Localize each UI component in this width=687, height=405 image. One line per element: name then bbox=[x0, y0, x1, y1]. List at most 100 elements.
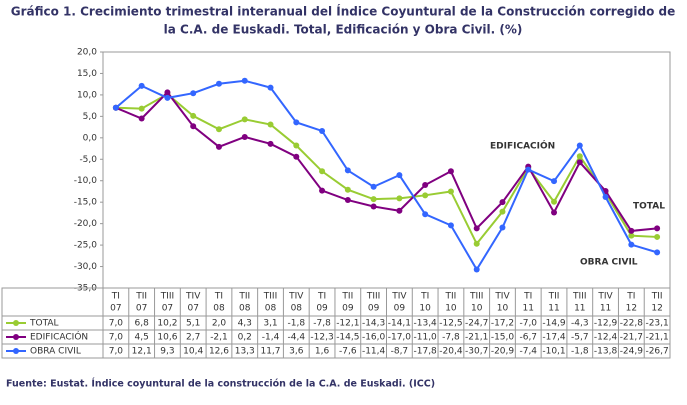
legend-label: EDIFICACIÓN bbox=[30, 331, 88, 343]
point bbox=[628, 232, 635, 239]
x-tick-label: TII bbox=[651, 292, 663, 302]
y-tick-label: -10,0 bbox=[74, 176, 98, 186]
point bbox=[576, 153, 583, 160]
table-value: -12,9 bbox=[594, 319, 618, 329]
table-value: -1,4 bbox=[262, 333, 280, 343]
table-value: -14,5 bbox=[336, 333, 359, 343]
point bbox=[190, 112, 197, 119]
x-tick-label: 09 bbox=[316, 304, 328, 314]
x-tick-label: TII bbox=[548, 292, 560, 302]
point bbox=[628, 241, 635, 248]
table-value: -17,0 bbox=[388, 333, 412, 343]
table-value: 2,0 bbox=[212, 319, 227, 329]
table-value: -20,4 bbox=[439, 347, 463, 357]
table-value: 3,1 bbox=[263, 319, 277, 329]
y-tick-label: 0,0 bbox=[83, 133, 98, 143]
x-tick-label: TIII bbox=[572, 292, 586, 302]
x-tick-label: TII bbox=[341, 292, 353, 302]
x-tick-label: 09 bbox=[394, 304, 406, 314]
legend-label: OBRA CIVIL bbox=[30, 347, 81, 357]
table-value: 12,1 bbox=[132, 347, 152, 357]
table-value: -12,5 bbox=[439, 319, 462, 329]
table-value: 10,6 bbox=[157, 333, 177, 343]
annotation: OBRA CIVIL bbox=[580, 258, 638, 268]
point bbox=[344, 197, 351, 204]
table-value: -14,1 bbox=[388, 319, 411, 329]
x-tick-label: TI bbox=[523, 292, 532, 302]
table-value: -7,6 bbox=[339, 347, 357, 357]
table-value: 7,0 bbox=[109, 319, 124, 329]
table-value: -21,1 bbox=[465, 333, 488, 343]
x-tick-label: 12 bbox=[626, 304, 637, 314]
table-value: -1,8 bbox=[288, 319, 306, 329]
point bbox=[551, 178, 558, 185]
x-tick-label: 07 bbox=[162, 304, 173, 314]
point bbox=[551, 209, 558, 216]
point bbox=[138, 82, 145, 89]
x-tick-label: TIV bbox=[185, 292, 201, 302]
table-value: -21,1 bbox=[645, 333, 668, 343]
x-tick-label: 09 bbox=[342, 304, 354, 314]
table-value: -7,8 bbox=[313, 319, 331, 329]
x-tick-label: 11 bbox=[574, 304, 585, 314]
point bbox=[576, 159, 583, 166]
point bbox=[319, 168, 326, 175]
point bbox=[215, 126, 222, 133]
table-value: -6,7 bbox=[519, 333, 537, 343]
point bbox=[499, 208, 506, 215]
table-value: 2,7 bbox=[186, 333, 200, 343]
point bbox=[190, 90, 197, 97]
point bbox=[447, 188, 454, 195]
point bbox=[138, 115, 145, 122]
table-value: -22,8 bbox=[620, 319, 644, 329]
table-value: -24,9 bbox=[620, 347, 644, 357]
point bbox=[267, 84, 274, 91]
y-tick-label: -15,0 bbox=[74, 198, 98, 208]
table-value: -5,7 bbox=[571, 333, 589, 343]
table-value: 13,3 bbox=[235, 347, 255, 357]
point bbox=[215, 143, 222, 150]
x-tick-label: TIV bbox=[288, 292, 304, 302]
x-tick-label: TI bbox=[420, 292, 429, 302]
y-tick-label: 15,0 bbox=[77, 69, 97, 79]
table-value: -11,0 bbox=[414, 333, 438, 343]
point bbox=[525, 166, 532, 173]
table-value: 6,8 bbox=[134, 319, 149, 329]
annotation: EDIFICACIÓN bbox=[490, 140, 555, 152]
plot-frame bbox=[102, 51, 671, 289]
table-value: -17,2 bbox=[491, 319, 514, 329]
table-value: -1,8 bbox=[571, 347, 589, 357]
point bbox=[551, 198, 558, 205]
legend-marker bbox=[13, 348, 19, 354]
table-value: 5,1 bbox=[186, 319, 200, 329]
table-value: -21,7 bbox=[620, 333, 643, 343]
x-tick-label: TI bbox=[214, 292, 223, 302]
y-tick-label: -20,0 bbox=[74, 219, 98, 229]
point bbox=[344, 167, 351, 174]
legend-label: TOTAL bbox=[29, 319, 59, 329]
table-value: 4,5 bbox=[134, 333, 148, 343]
x-tick-label: TII bbox=[238, 292, 250, 302]
x-tick-label: TIV bbox=[391, 292, 407, 302]
y-tick-label: 20,0 bbox=[77, 48, 97, 58]
point bbox=[396, 207, 403, 214]
table-value: 1,6 bbox=[315, 347, 330, 357]
table-value: 12,6 bbox=[209, 347, 229, 357]
point bbox=[112, 104, 119, 111]
table-value: -30,7 bbox=[465, 347, 488, 357]
point bbox=[138, 105, 145, 112]
point bbox=[576, 142, 583, 149]
point bbox=[396, 195, 403, 202]
table-value: 4,3 bbox=[238, 319, 252, 329]
legend-marker bbox=[13, 334, 19, 340]
table-value: -4,4 bbox=[288, 333, 306, 343]
x-tick-label: TI bbox=[317, 292, 326, 302]
point bbox=[319, 127, 326, 134]
legend-marker bbox=[13, 320, 19, 326]
x-tick-label: 10 bbox=[419, 304, 431, 314]
x-tick-label: 08 bbox=[239, 304, 251, 314]
point bbox=[267, 121, 274, 128]
point bbox=[654, 249, 661, 256]
x-tick-label: 11 bbox=[548, 304, 559, 314]
x-tick-label: 07 bbox=[187, 304, 198, 314]
